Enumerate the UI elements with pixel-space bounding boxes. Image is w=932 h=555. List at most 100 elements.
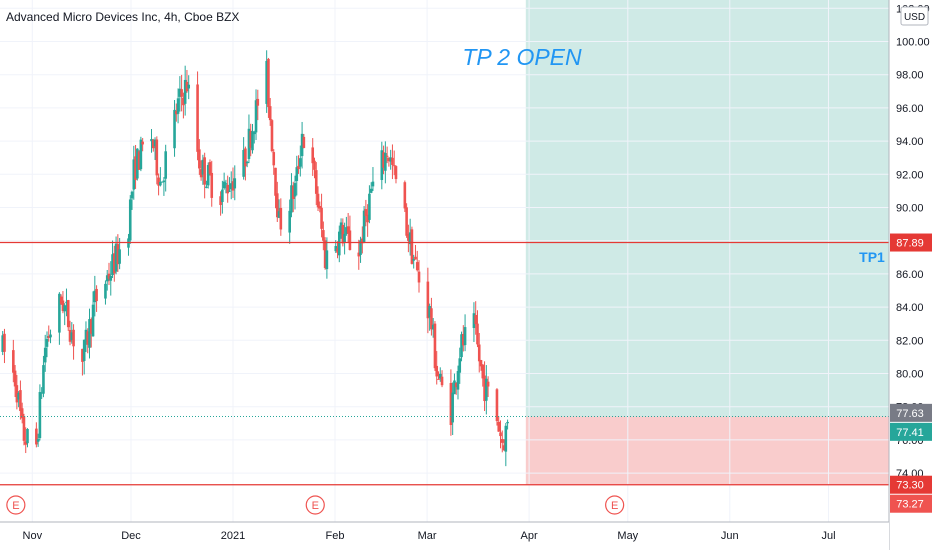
candle[interactable] [403,180,407,212]
candle[interactable] [341,218,345,247]
candle[interactable] [408,218,412,256]
candle[interactable] [59,294,63,305]
candle[interactable] [256,89,260,121]
candle[interactable] [391,144,394,180]
candle[interactable] [224,179,228,194]
candle[interactable] [68,320,72,346]
candle[interactable] [458,347,462,384]
candle[interactable] [150,129,153,153]
candle[interactable] [504,423,508,467]
candle[interactable] [42,355,45,398]
candle[interactable] [417,260,421,293]
candle[interactable] [499,420,502,449]
tp2-open-label[interactable]: TP 2 OPEN [462,44,582,70]
candle[interactable] [485,365,488,415]
candle[interactable] [113,245,116,282]
candle[interactable] [254,89,258,141]
candle[interactable] [221,180,224,214]
candle[interactable] [47,325,51,342]
candle[interactable] [380,141,384,190]
candle[interactable] [176,88,180,124]
candle[interactable] [173,100,176,157]
candle[interactable] [219,191,222,216]
candle[interactable] [66,299,70,331]
candle[interactable] [159,167,162,187]
time-axis-bg[interactable] [0,522,889,550]
candle[interactable] [313,157,316,179]
candle[interactable] [3,328,6,364]
candle[interactable] [35,422,38,448]
candle[interactable] [58,292,61,345]
candle[interactable] [481,364,485,387]
candle[interactable] [369,182,373,194]
candle[interactable] [105,269,109,291]
candle[interactable] [136,148,139,181]
candle[interactable] [15,374,19,410]
candle[interactable] [226,175,229,203]
candle[interactable] [185,69,189,93]
candle[interactable] [440,370,444,388]
candle[interactable] [456,365,460,400]
candle[interactable] [104,280,107,305]
candle[interactable] [109,261,113,296]
candle[interactable] [268,97,272,126]
candle[interactable] [24,427,28,454]
candle[interactable] [500,430,504,453]
candle[interactable] [293,175,297,210]
candle[interactable] [274,167,277,209]
candle[interactable] [460,331,463,362]
candle[interactable] [297,155,300,174]
candle[interactable] [405,203,408,238]
candle[interactable] [472,302,476,343]
candle[interactable] [118,238,121,270]
candle[interactable] [407,224,410,253]
candle[interactable] [325,237,329,279]
candle[interactable] [162,177,166,196]
candle[interactable] [160,181,164,183]
candle[interactable] [139,136,143,172]
candle[interactable] [187,75,191,100]
candle[interactable] [88,308,91,359]
candle[interactable] [17,391,20,408]
candle[interactable] [22,413,26,446]
candle[interactable] [93,275,97,317]
candle[interactable] [302,133,306,149]
candle[interactable] [70,322,74,344]
candle[interactable] [385,146,389,164]
candle[interactable] [477,332,481,373]
candle[interactable] [414,244,417,260]
candle[interactable] [49,329,52,344]
candle[interactable] [81,348,84,376]
candle[interactable] [345,216,348,236]
candle[interactable] [1,331,4,356]
candle[interactable] [229,171,233,200]
candle[interactable] [299,145,302,177]
candle[interactable] [245,160,249,168]
candle[interactable] [233,165,237,201]
candle[interactable] [382,145,385,175]
candle[interactable] [428,303,431,331]
candle[interactable] [336,241,339,259]
candle[interactable] [277,199,281,219]
candle[interactable] [247,114,251,164]
candle[interactable] [13,365,17,398]
candle[interactable] [371,167,375,191]
candle[interactable] [251,123,254,154]
candle[interactable] [357,239,361,270]
candle[interactable] [155,136,159,185]
candle[interactable] [339,218,343,239]
candle[interactable] [348,215,352,251]
candle[interactable] [231,167,235,199]
candle[interactable] [300,121,304,169]
candle[interactable] [362,206,366,244]
candle[interactable] [203,152,206,199]
earnings-marker[interactable]: E [6,495,26,515]
candle[interactable] [208,159,212,176]
currency-button[interactable]: USD [900,6,929,26]
candle[interactable] [183,65,187,116]
candle[interactable] [497,416,501,432]
candle[interactable] [479,359,483,371]
candle[interactable] [205,180,208,189]
earnings-marker[interactable]: E [305,495,325,515]
candle[interactable] [222,172,226,190]
